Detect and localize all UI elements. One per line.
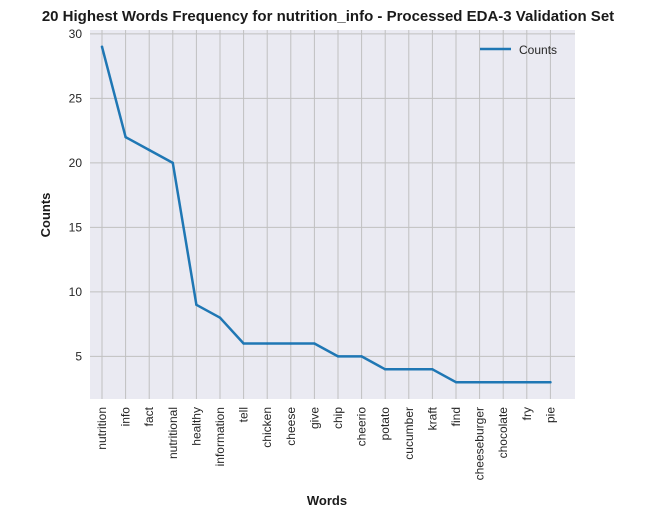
data-point bbox=[431, 368, 434, 371]
x-tick-label: chicken bbox=[260, 407, 274, 448]
legend: Counts bbox=[480, 43, 557, 57]
x-tick-label: give bbox=[307, 407, 321, 429]
data-point bbox=[124, 135, 127, 139]
x-tick-label: nutrition bbox=[95, 407, 109, 450]
chart-title: 20 Highest Words Frequency for nutrition… bbox=[42, 8, 614, 25]
series-lines bbox=[100, 45, 552, 384]
data-point bbox=[336, 355, 340, 358]
y-axis-ticks: 5 10 15 20 25 30 bbox=[69, 27, 83, 364]
y-tick-label: 30 bbox=[69, 27, 83, 41]
x-axis-label: Words bbox=[307, 493, 347, 508]
x-tick-label: healthy bbox=[189, 407, 203, 446]
y-tick-label: 10 bbox=[69, 285, 83, 299]
data-point bbox=[454, 381, 458, 384]
data-point bbox=[195, 303, 198, 307]
data-point bbox=[407, 368, 410, 371]
data-point bbox=[384, 368, 387, 371]
x-axis-ticks: nutrition info fact nutritional healthy infor… bbox=[95, 406, 557, 480]
data-point bbox=[313, 342, 316, 345]
data-point bbox=[478, 381, 481, 384]
data-point bbox=[549, 381, 552, 384]
x-tick-label: chip bbox=[331, 407, 345, 429]
x-tick-label: pie bbox=[543, 407, 557, 423]
series-line-counts bbox=[100, 45, 552, 384]
data-point bbox=[289, 342, 292, 345]
x-tick-label: fact bbox=[142, 406, 156, 426]
x-tick-label: cheerio bbox=[355, 407, 369, 447]
x-tick-label: tell bbox=[237, 407, 251, 422]
x-tick-label: cheese bbox=[284, 407, 298, 446]
plot-area bbox=[90, 30, 575, 399]
data-point bbox=[502, 381, 505, 384]
data-point bbox=[148, 148, 151, 152]
data-point bbox=[525, 381, 528, 384]
x-tick-label: cucumber bbox=[402, 407, 416, 460]
x-tick-label: cheeseburger bbox=[473, 407, 487, 480]
data-point bbox=[218, 316, 222, 319]
x-tick-label: information bbox=[213, 407, 227, 466]
legend-label-counts: Counts bbox=[519, 43, 557, 57]
y-tick-label: 25 bbox=[69, 91, 83, 105]
y-tick-label: 5 bbox=[75, 349, 82, 363]
x-tick-label: potato bbox=[378, 407, 392, 441]
data-point bbox=[360, 355, 363, 358]
y-tick-label: 15 bbox=[69, 220, 83, 234]
x-tick-label: chocolate bbox=[496, 407, 510, 459]
grid-lines bbox=[90, 30, 575, 399]
y-axis-label: Counts bbox=[38, 193, 53, 238]
x-tick-label: nutritional bbox=[166, 407, 180, 459]
data-point bbox=[100, 45, 104, 48]
data-point bbox=[171, 161, 174, 165]
data-point bbox=[266, 342, 269, 345]
data-point bbox=[242, 342, 245, 345]
x-tick-label: find bbox=[449, 407, 463, 426]
x-tick-label: info bbox=[119, 407, 133, 427]
x-tick-label: fry bbox=[520, 407, 534, 420]
y-tick-label: 20 bbox=[69, 156, 83, 170]
x-tick-label: kraft bbox=[425, 406, 439, 430]
